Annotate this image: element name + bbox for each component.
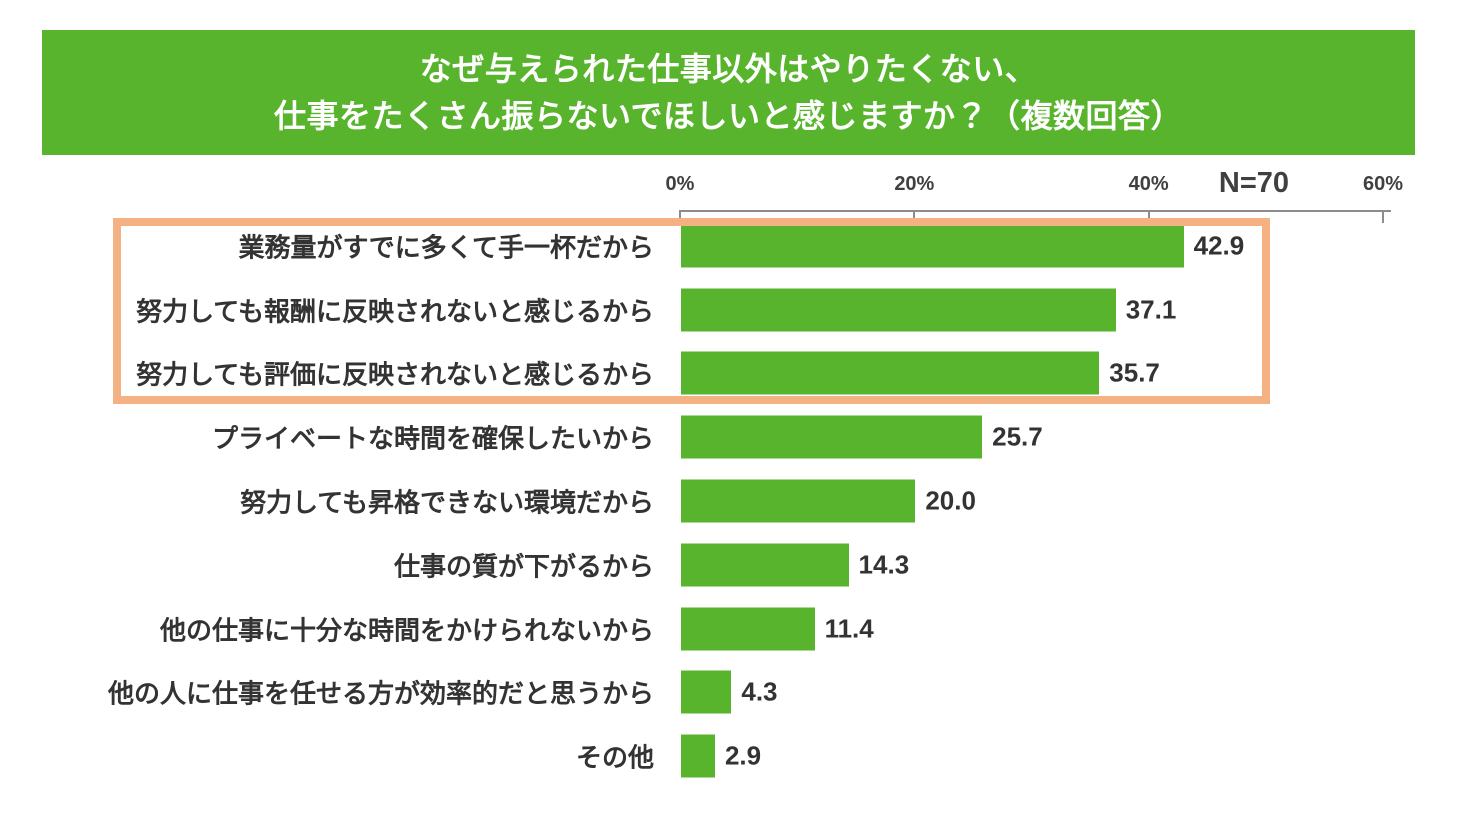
value-label: 25.7 [992, 421, 1043, 452]
bar-row: 他の人に仕事を任せる方が効率的だと思うから 4.3 [0, 661, 1460, 725]
bar-row: 他の仕事に十分な時間をかけられないから 11.4 [0, 597, 1460, 661]
category-label: 業務量がすでに多くて手一杯だから [238, 232, 654, 263]
value-label: 42.9 [1193, 230, 1245, 261]
bar-row: 努力しても評価に反映されないと感じるから 35.7 [0, 342, 1460, 406]
value-label: 20.0 [925, 485, 976, 516]
bar [681, 670, 732, 714]
value-label: 37.1 [1125, 294, 1177, 325]
bar-row: その他 2.9 [0, 724, 1460, 788]
bar [681, 351, 1100, 395]
x-axis-tick-label: 40% [1128, 173, 1169, 195]
category-label: プライベートな時間を確保したいから [211, 423, 654, 454]
x-axis-line [679, 210, 1391, 212]
x-axis-tick-mark [913, 210, 916, 223]
x-axis-tick-mark [1382, 210, 1384, 223]
value-label: 4.3 [741, 676, 778, 707]
value-label: 11.4 [824, 613, 874, 644]
bar-row: 仕事の質が下がるから 14.3 [0, 533, 1460, 597]
bar [681, 734, 715, 778]
category-label: 努力しても昇格できない環境だから [240, 487, 654, 518]
chart-title-banner: なぜ与えられた仕事以外はやりたくない、 仕事をたくさん振らないでほしいと感じます… [42, 30, 1415, 155]
bar-row: 努力しても報酬に反映されないと感じるから 37.1 [0, 278, 1460, 342]
bar-row: プライベートな時間を確保したいから 25.7 [0, 405, 1460, 469]
category-label: 仕事の質が下がるから [393, 551, 654, 582]
chart-title-line2: 仕事をたくさん振らないでほしいと感じますか？（複数回答） [273, 97, 1184, 134]
bar-row: 努力しても昇格できない環境だから 20.0 [0, 469, 1460, 533]
x-axis-tick-mark [679, 210, 681, 223]
bar [681, 607, 815, 651]
x-axis-tick-label: 0% [665, 173, 695, 195]
bar [681, 543, 849, 587]
category-label: 他の仕事に十分な時間をかけられないから [159, 615, 654, 646]
value-label: 2.9 [724, 740, 762, 771]
bar [681, 415, 983, 459]
bar [681, 224, 1184, 268]
bar [681, 288, 1116, 332]
chart-title-line1: なぜ与えられた仕事以外はやりたくない、 [419, 50, 1038, 87]
value-label: 35.7 [1109, 357, 1160, 388]
category-label: 他の人に仕事を任せる方が効率的だと思うから [107, 678, 654, 709]
x-axis-tick-label: 20% [894, 173, 935, 195]
sample-size-label: N=70 [1218, 167, 1290, 199]
category-label: 努力しても評価に反映されないと感じるから [136, 359, 654, 390]
x-axis-tick-mark [1147, 210, 1150, 223]
value-label: 14.3 [858, 549, 910, 580]
category-label: 努力しても報酬に反映されないと感じるから [136, 296, 654, 327]
category-label: その他 [575, 742, 654, 773]
bar [681, 479, 916, 523]
x-axis-tick-label: 60% [1362, 173, 1404, 195]
bar-row: 業務量がすでに多くて手一杯だから 42.9 [0, 214, 1460, 278]
